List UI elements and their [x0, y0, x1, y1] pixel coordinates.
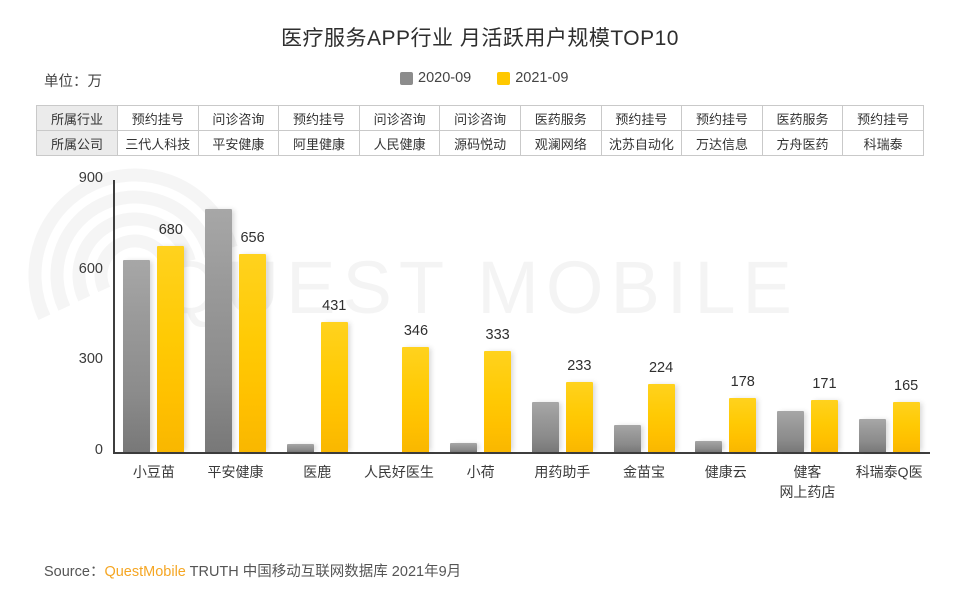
row-header-company: 所属公司	[36, 130, 118, 156]
industry-cell: 问诊咨询	[439, 105, 521, 131]
y-tick-label: 600	[78, 260, 103, 277]
x-axis-label: 用药助手	[534, 464, 591, 480]
legend-swatch-2020	[400, 71, 413, 85]
x-axis-label: 平安健康	[207, 464, 264, 480]
industry-cell: 预约挂号	[117, 105, 199, 131]
company-cell: 源码悦动	[439, 130, 521, 156]
x-axis-label: 金苗宝	[623, 464, 666, 480]
x-axis-label: 小荷	[466, 464, 495, 480]
legend-item-2021[interactable]: 2021-09	[497, 70, 568, 86]
bar-value-label: 680	[158, 222, 183, 239]
meta-table: 所属行业 预约挂号 问诊咨询 预约挂号 问诊咨询 问诊咨询 医药服务 预约挂号 …	[36, 105, 924, 156]
industry-cell: 医药服务	[761, 105, 844, 131]
bar-2021[interactable]	[484, 351, 512, 452]
bar-2021[interactable]	[157, 246, 185, 452]
bar-2020[interactable]	[531, 401, 559, 452]
bar-2020[interactable]	[450, 443, 478, 452]
source-note: Source：QuestMobile TRUTH 中国移动互联网数据库 2021…	[44, 560, 461, 581]
y-tick-label: 0	[94, 442, 103, 458]
bar-2020[interactable]	[613, 425, 641, 452]
x-axis-label: 医鹿	[303, 464, 332, 480]
industry-cell: 预约挂号	[278, 105, 360, 131]
bar-value-label: 178	[730, 374, 755, 391]
company-cell: 沈苏自动化	[600, 130, 683, 156]
bar-2021[interactable]	[402, 347, 430, 452]
x-axis-label: 健康云	[704, 464, 747, 480]
x-axis-label: 健客 网上药店	[779, 464, 836, 500]
company-cell: 三代人科技	[117, 130, 199, 156]
legend-item-2020[interactable]: 2020-09	[400, 70, 471, 86]
bar-2020[interactable]	[776, 411, 804, 452]
y-tick-label: 300	[78, 351, 103, 368]
bar-value-label: 171	[812, 376, 837, 393]
bar-2020[interactable]	[286, 444, 314, 452]
x-axis-line	[113, 452, 930, 454]
company-cell: 万达信息	[681, 130, 763, 156]
company-cell: 科瑞泰	[842, 130, 924, 156]
chart-legend: 2020-09 2021-09	[400, 70, 568, 86]
industry-cell: 预约挂号	[842, 105, 924, 131]
bar-value-label: 165	[894, 378, 919, 395]
table-row-industry: 所属行业 预约挂号 问诊咨询 预约挂号 问诊咨询 问诊咨询 医药服务 预约挂号 …	[36, 105, 924, 131]
bar-2021[interactable]	[565, 381, 593, 452]
bar-2021[interactable]	[239, 253, 267, 452]
bar-2021[interactable]	[320, 321, 348, 452]
source-prefix: Source：	[44, 564, 105, 580]
bar-2020[interactable]	[205, 208, 233, 452]
bar-value-label: 346	[403, 323, 429, 340]
legend-swatch-2021	[497, 71, 511, 85]
company-cell: 方舟医药	[761, 130, 844, 156]
bar-value-label: 656	[240, 229, 265, 246]
source-rest: TRUTH 中国移动互联网数据库 2021年9月	[185, 564, 462, 580]
bar-2021[interactable]	[892, 402, 920, 452]
x-axis-label: 小豆苗	[132, 464, 175, 480]
y-axis-line	[113, 180, 115, 452]
bar-2020[interactable]	[123, 260, 151, 452]
page-title: 医疗服务APP行业 月活跃用户规模TOP10	[280, 27, 679, 50]
legend-label-2021: 2021-09	[515, 70, 569, 86]
table-row-company: 所属公司 三代人科技 平安健康 阿里健康 人民健康 源码悦动 观澜网络 沈苏自动…	[36, 130, 924, 156]
x-axis-label: 科瑞泰Q医	[855, 464, 923, 480]
x-axis-label: 人民好医生	[363, 464, 434, 480]
bar-2021[interactable]	[647, 384, 675, 452]
company-cell: 观澜网络	[519, 130, 602, 156]
legend-label-2020: 2020-09	[418, 70, 472, 86]
quest-mobile-watermark: QUEST MOBILE	[161, 246, 799, 329]
company-cell: 阿里健康	[278, 130, 360, 156]
industry-cell: 预约挂号	[600, 105, 683, 131]
bar-value-label: 233	[567, 357, 592, 374]
company-cell: 平安健康	[197, 130, 280, 156]
bar-value-label: 431	[322, 297, 347, 314]
industry-cell: 问诊咨询	[358, 105, 441, 131]
bar-2020[interactable]	[858, 418, 886, 452]
y-tick-label: 900	[78, 170, 103, 186]
bar-2021[interactable]	[810, 400, 838, 452]
bar-2021[interactable]	[729, 398, 757, 452]
row-header-industry: 所属行业	[36, 105, 118, 131]
company-cell: 人民健康	[358, 130, 441, 156]
unit-label: 单位：万	[44, 74, 102, 90]
bar-value-label: 224	[648, 360, 674, 377]
source-brand: QuestMobile	[104, 564, 186, 580]
bar-value-label: 333	[485, 327, 510, 344]
industry-cell: 预约挂号	[681, 105, 763, 131]
industry-cell: 问诊咨询	[197, 105, 280, 131]
bar-2020[interactable]	[695, 441, 723, 452]
industry-cell: 医药服务	[519, 105, 602, 131]
